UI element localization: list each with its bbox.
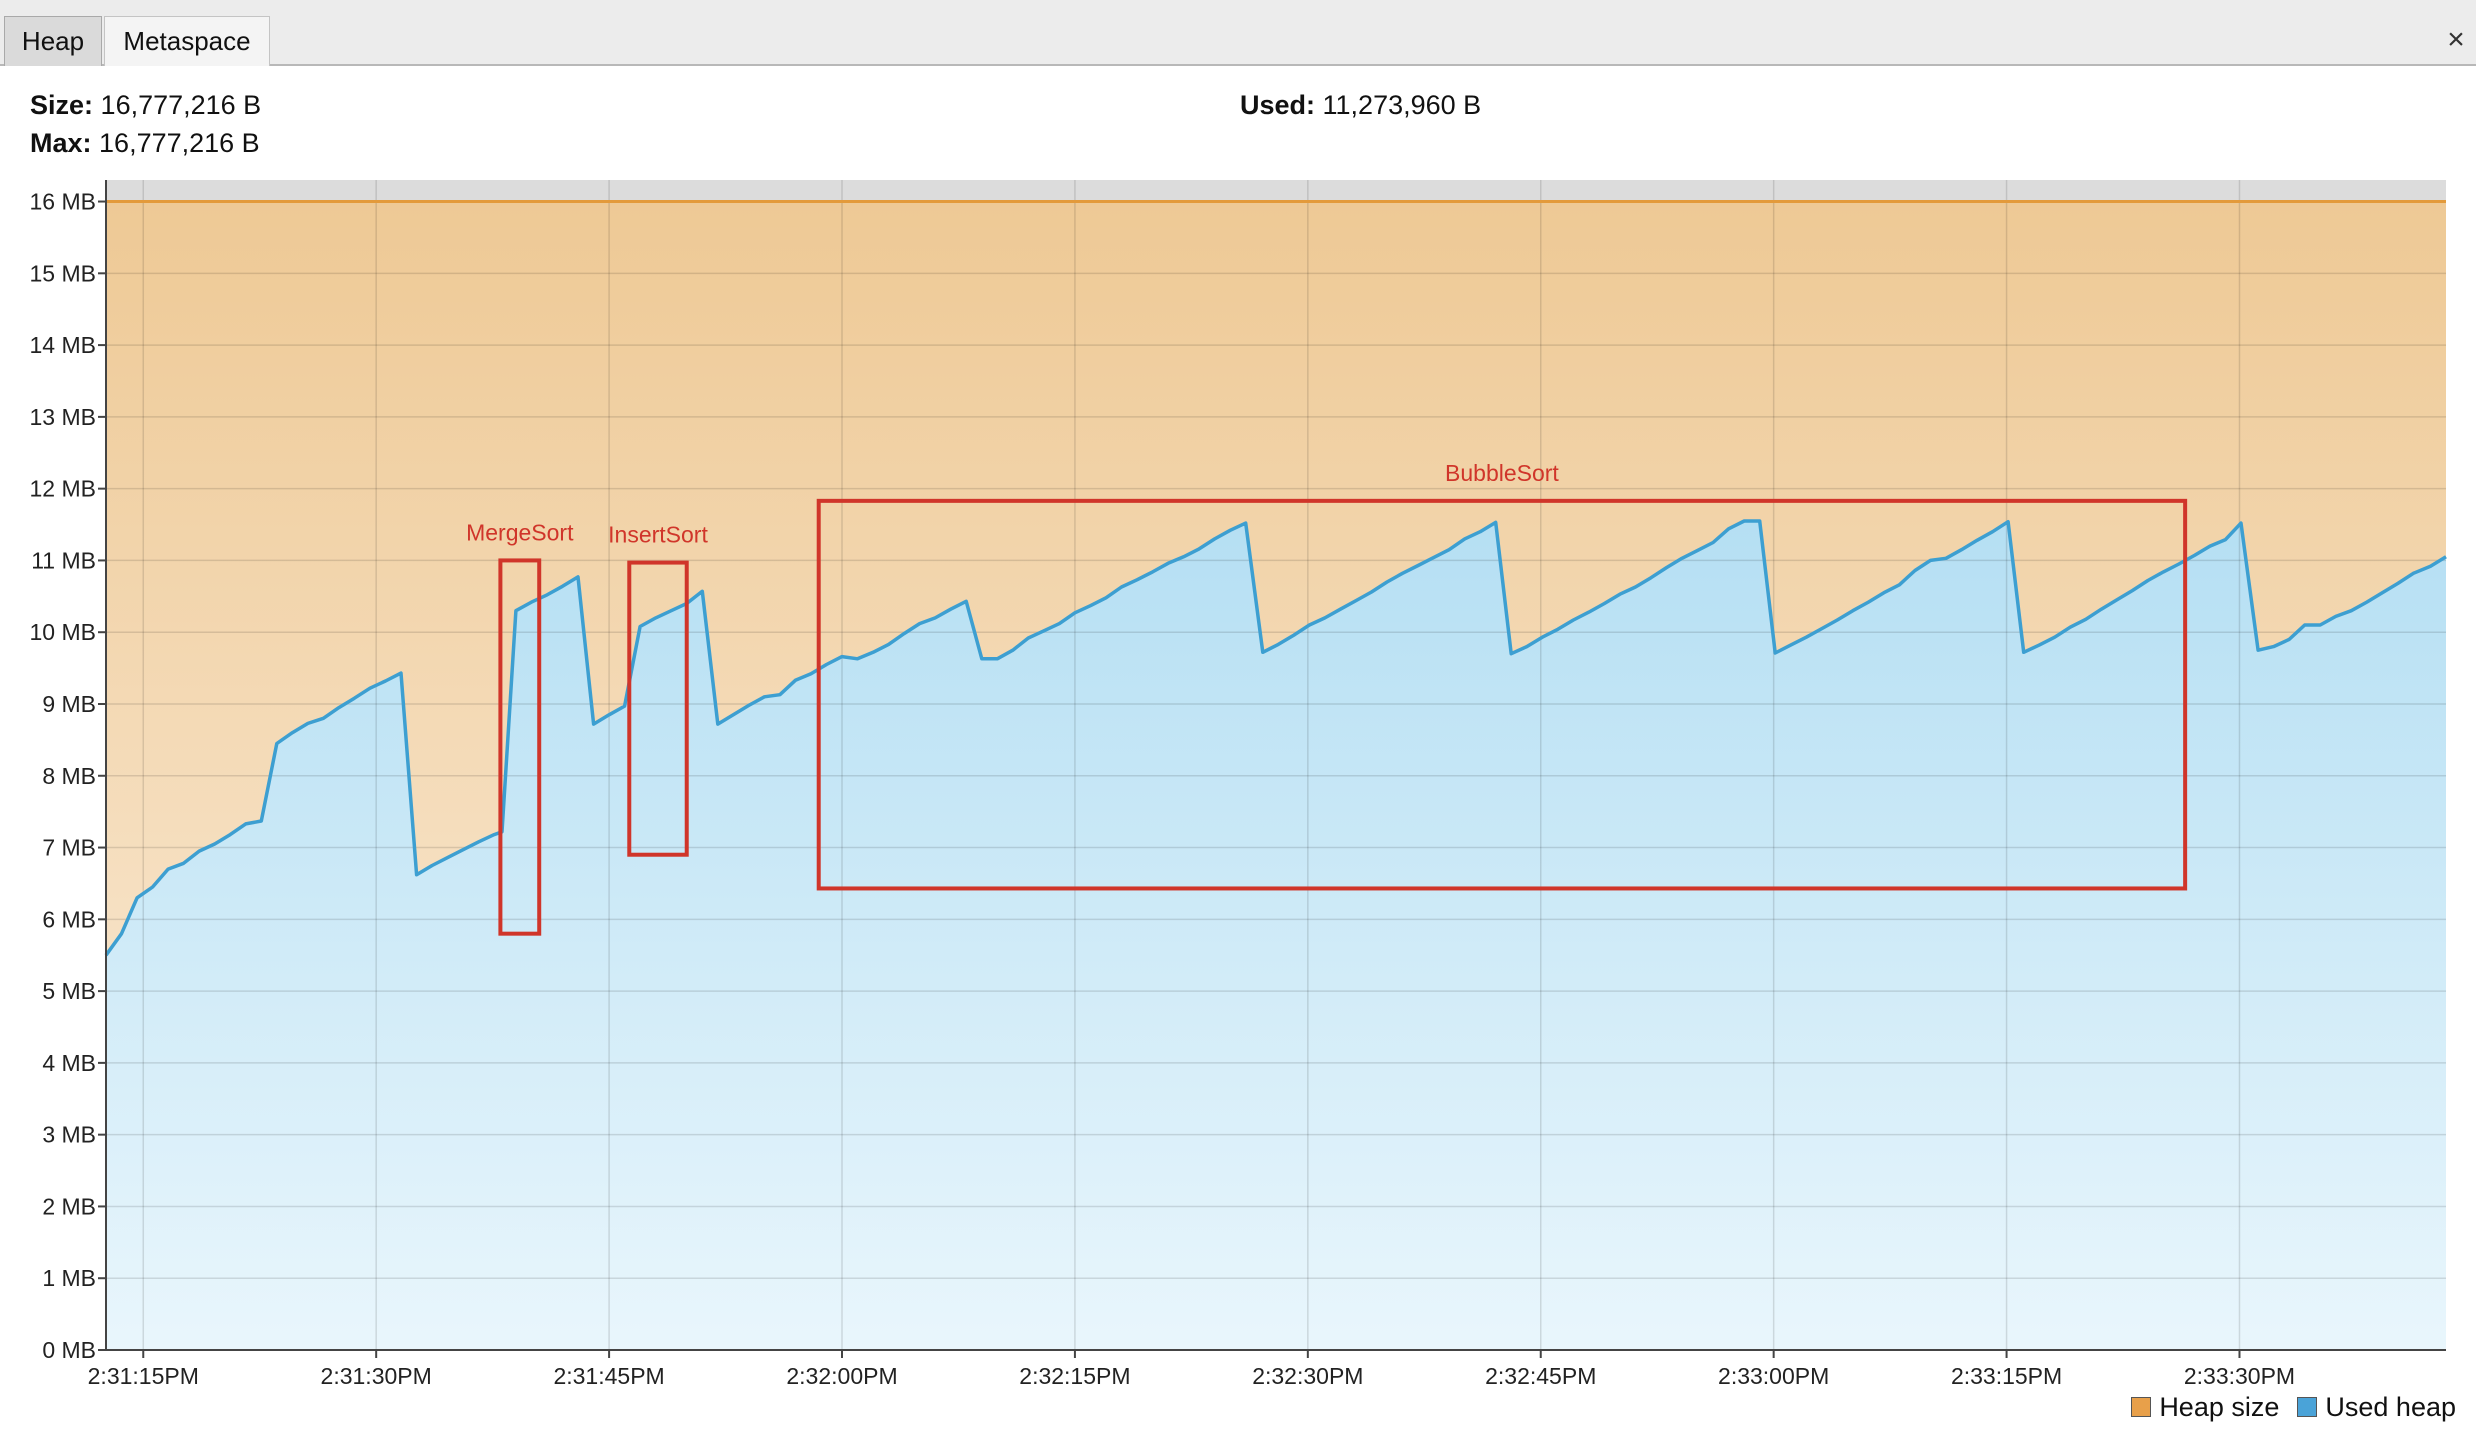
heap-stats-right: Used: 11,273,960 B bbox=[1240, 86, 1481, 124]
insertsort-annotation-label: InsertSort bbox=[608, 522, 708, 548]
size-value: 16,777,216 B bbox=[100, 90, 262, 120]
y-tick-label: 8 MB bbox=[42, 763, 96, 789]
y-tick-label: 13 MB bbox=[30, 404, 96, 430]
y-tick-label: 10 MB bbox=[30, 619, 96, 645]
y-tick-label: 12 MB bbox=[30, 476, 96, 502]
tab-heap[interactable]: Heap bbox=[4, 16, 102, 66]
chart-legend: Heap size Used heap bbox=[2113, 1390, 2456, 1424]
y-tick-label: 5 MB bbox=[42, 978, 96, 1004]
y-tick-label: 7 MB bbox=[42, 835, 96, 861]
legend-heap-size: Heap size bbox=[2131, 1390, 2279, 1424]
y-tick-label: 14 MB bbox=[30, 332, 96, 358]
heap-stats-left: Size: 16,777,216 B Max: 16,777,216 B bbox=[30, 86, 261, 162]
mergesort-annotation-box bbox=[498, 558, 542, 936]
y-tick-label: 9 MB bbox=[42, 691, 96, 717]
y-tick-label: 4 MB bbox=[42, 1050, 96, 1076]
y-tick-label: 15 MB bbox=[30, 260, 96, 286]
legend-heap-size-label: Heap size bbox=[2159, 1392, 2280, 1422]
x-tick-label: 2:33:00PM bbox=[1718, 1363, 1829, 1389]
size-label: Size: bbox=[30, 90, 94, 120]
y-tick-label: 16 MB bbox=[30, 189, 96, 215]
legend-heap-size-swatch bbox=[2131, 1397, 2152, 1417]
x-tick-label: 2:33:15PM bbox=[1951, 1363, 2062, 1389]
heap-chart: 0 MB 1 MB 2 MB 3 MB 4 MB 5 MB 6 MB 7 MB 8 MB 9 MB… bbox=[30, 180, 2447, 1389]
max-value: 16,777,216 B bbox=[99, 128, 260, 158]
size-row: Size: 16,777,216 B bbox=[30, 86, 261, 124]
bubblesort-annotation-box bbox=[816, 498, 2188, 891]
max-label: Max: bbox=[30, 128, 92, 158]
used-value: 11,273,960 B bbox=[1322, 90, 1482, 120]
x-tick-label: 2:32:45PM bbox=[1485, 1363, 1596, 1389]
x-tick-label: 2:32:00PM bbox=[786, 1363, 897, 1389]
close-button[interactable]: × bbox=[2447, 23, 2465, 56]
y-tick-label: 0 MB bbox=[42, 1337, 96, 1363]
insertsort-annotation-box bbox=[627, 560, 689, 857]
y-tick-label: 6 MB bbox=[42, 906, 96, 932]
used-heap-area bbox=[106, 521, 2446, 1350]
legend-used-heap-label: Used heap bbox=[2325, 1392, 2456, 1422]
x-tick-label: 2:32:15PM bbox=[1019, 1363, 1130, 1389]
x-tick-label: 2:31:45PM bbox=[553, 1363, 664, 1389]
y-tick-label: 11 MB bbox=[31, 547, 96, 573]
mergesort-annotation-label: MergeSort bbox=[466, 519, 574, 545]
bubblesort-annotation-label: BubbleSort bbox=[1445, 460, 1559, 486]
x-tick-label: 2:33:30PM bbox=[2184, 1363, 2295, 1389]
legend-used-heap: Used heap bbox=[2297, 1390, 2456, 1424]
tab-metaspace[interactable]: Metaspace bbox=[104, 16, 270, 66]
x-tick-label: 2:31:15PM bbox=[88, 1363, 199, 1389]
tab-bar: Heap Metaspace × bbox=[0, 0, 2476, 66]
legend-used-heap-swatch bbox=[2297, 1397, 2318, 1417]
y-tick-label: 3 MB bbox=[42, 1122, 96, 1148]
used-label: Used: bbox=[1240, 90, 1316, 120]
y-tick-label: 2 MB bbox=[42, 1193, 96, 1219]
y-tick-label: 1 MB bbox=[42, 1265, 96, 1291]
x-tick-label: 2:31:30PM bbox=[321, 1363, 432, 1389]
max-row: Max: 16,777,216 B bbox=[30, 124, 261, 162]
x-tick-label: 2:32:30PM bbox=[1252, 1363, 1363, 1389]
used-heap-line bbox=[104, 519, 2447, 957]
